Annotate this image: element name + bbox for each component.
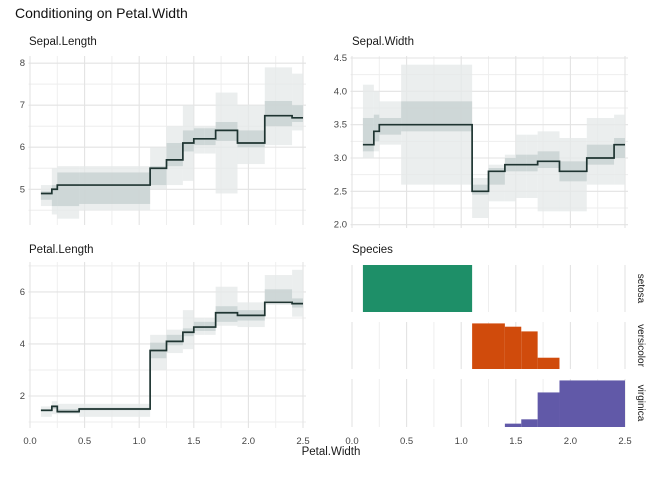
svg-text:2: 2 bbox=[20, 391, 25, 402]
facet-label-versicolor: versicolor bbox=[635, 324, 646, 367]
svg-text:1.5: 1.5 bbox=[509, 436, 522, 447]
svg-text:1.0: 1.0 bbox=[455, 436, 468, 447]
svg-text:4.0: 4.0 bbox=[334, 86, 347, 97]
svg-text:0.0: 0.0 bbox=[23, 436, 36, 447]
svg-text:6: 6 bbox=[20, 142, 25, 153]
svg-text:3.5: 3.5 bbox=[334, 120, 347, 131]
svg-text:0.0: 0.0 bbox=[345, 436, 358, 447]
svg-text:2.0: 2.0 bbox=[564, 436, 577, 447]
x-axis-title: Petal.Width bbox=[301, 446, 361, 458]
petal-length-chart: 2 4 6 0.0 0.5 1.0 1.5 2.0 2.5 bbox=[20, 262, 310, 447]
svg-text:7: 7 bbox=[20, 100, 25, 111]
panel-petal-length: 2 4 6 0.0 0.5 1.0 1.5 2.0 2.5 Petal.Length bbox=[0, 238, 318, 452]
svg-text:4.5: 4.5 bbox=[334, 53, 347, 64]
facet-label-virginica: virginica bbox=[635, 385, 646, 422]
panel-title-species: Species bbox=[352, 244, 393, 256]
svg-text:1.0: 1.0 bbox=[133, 436, 146, 447]
svg-text:4: 4 bbox=[20, 339, 25, 350]
svg-text:2.0: 2.0 bbox=[334, 220, 347, 231]
svg-text:2.5: 2.5 bbox=[296, 436, 309, 447]
panel-species: setosa versicolor virginica 0.0 0.5 1.0 1.5 2.0… bbox=[322, 238, 672, 452]
svg-text:0.5: 0.5 bbox=[400, 436, 413, 447]
svg-text:2.5: 2.5 bbox=[618, 436, 631, 447]
facet-label-setosa: setosa bbox=[635, 274, 646, 304]
svg-text:6: 6 bbox=[20, 287, 25, 298]
sepal-length-chart: 5 6 7 8 bbox=[20, 56, 306, 225]
svg-text:0.5: 0.5 bbox=[78, 436, 91, 447]
svg-text:8: 8 bbox=[20, 58, 25, 69]
svg-text:1.5: 1.5 bbox=[187, 436, 200, 447]
species-spinogram-chart: setosa versicolor virginica 0.0 0.5 1.0 1.5 2.0… bbox=[345, 265, 646, 447]
panel-title-sepal-length: Sepal.Length bbox=[29, 36, 97, 48]
page-title: Conditioning on Petal.Width bbox=[15, 5, 188, 21]
panel-title-petal-length: Petal.Length bbox=[29, 244, 94, 256]
panel-sepal-width: 2.0 2.5 3.0 3.5 4.0 4.5 Sepal.Width bbox=[322, 30, 652, 236]
panel-title-sepal-width: Sepal.Width bbox=[352, 36, 415, 48]
svg-text:2.0: 2.0 bbox=[242, 436, 255, 447]
svg-text:3.0: 3.0 bbox=[334, 153, 347, 164]
sepal-width-chart: 2.0 2.5 3.0 3.5 4.0 4.5 bbox=[334, 53, 628, 231]
svg-text:2.5: 2.5 bbox=[334, 186, 347, 197]
panel-sepal-length: 5 6 7 8 Sepal.Length bbox=[0, 30, 318, 236]
svg-text:5: 5 bbox=[20, 184, 25, 195]
